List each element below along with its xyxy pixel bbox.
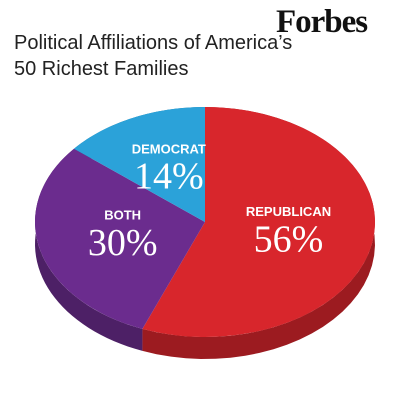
slice <box>74 107 205 222</box>
slice-value-label: 30% <box>88 222 158 264</box>
slice-category-label: BOTH <box>104 208 141 223</box>
slice-category-label: REPUBLICAN <box>246 204 331 219</box>
slice-category-label: DEMOCRAT <box>132 141 206 156</box>
slice-value-label: 56% <box>254 218 324 260</box>
slice-side <box>35 148 143 351</box>
slice <box>142 107 375 338</box>
slice-value-label: 14% <box>134 156 204 198</box>
slice <box>34 148 205 329</box>
chart-title: Political Affiliations of America’s 50 R… <box>14 32 293 80</box>
logo: Forbes <box>276 4 368 40</box>
